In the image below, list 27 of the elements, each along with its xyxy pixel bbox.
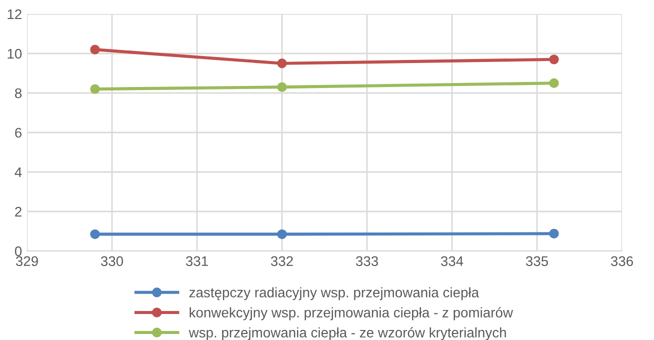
y-tick-label: 12 bbox=[8, 9, 22, 20]
point bbox=[549, 228, 559, 238]
point bbox=[90, 84, 100, 94]
x-tick-label: 333 bbox=[356, 256, 378, 266]
legend-label: konwekcyjny wsp. przejmowania ciepła - z pomiarów bbox=[190, 307, 514, 320]
point bbox=[549, 54, 559, 64]
x-tick-label: 336 bbox=[610, 256, 633, 266]
x-tick-label: 332 bbox=[270, 256, 293, 266]
legend-label: wsp. przejmowania ciepła - ze wzorów kryterialnych bbox=[188, 327, 506, 340]
y-tick-label: 6 bbox=[15, 128, 22, 138]
point bbox=[90, 44, 100, 54]
point bbox=[549, 78, 559, 88]
point bbox=[277, 229, 287, 240]
point bbox=[277, 58, 287, 68]
point bbox=[90, 229, 100, 240]
x-tick-label: 330 bbox=[100, 256, 124, 266]
y-tick-label: 2 bbox=[15, 206, 22, 217]
y-tick-label: 4 bbox=[14, 167, 22, 178]
legend-label: zastępczy radiacyjny wsp. przejmowania ciepła bbox=[189, 287, 480, 300]
y-tick-label: 0 bbox=[14, 246, 22, 256]
y-tick-label: 10 bbox=[8, 48, 22, 59]
x-tick-label: 335 bbox=[526, 256, 548, 266]
point bbox=[277, 82, 287, 92]
x-tick-label: 329 bbox=[16, 256, 38, 266]
x-tick-label: 334 bbox=[440, 256, 464, 266]
y-tick-label: 8 bbox=[15, 88, 22, 98]
x-tick-label: 331 bbox=[186, 256, 208, 266]
